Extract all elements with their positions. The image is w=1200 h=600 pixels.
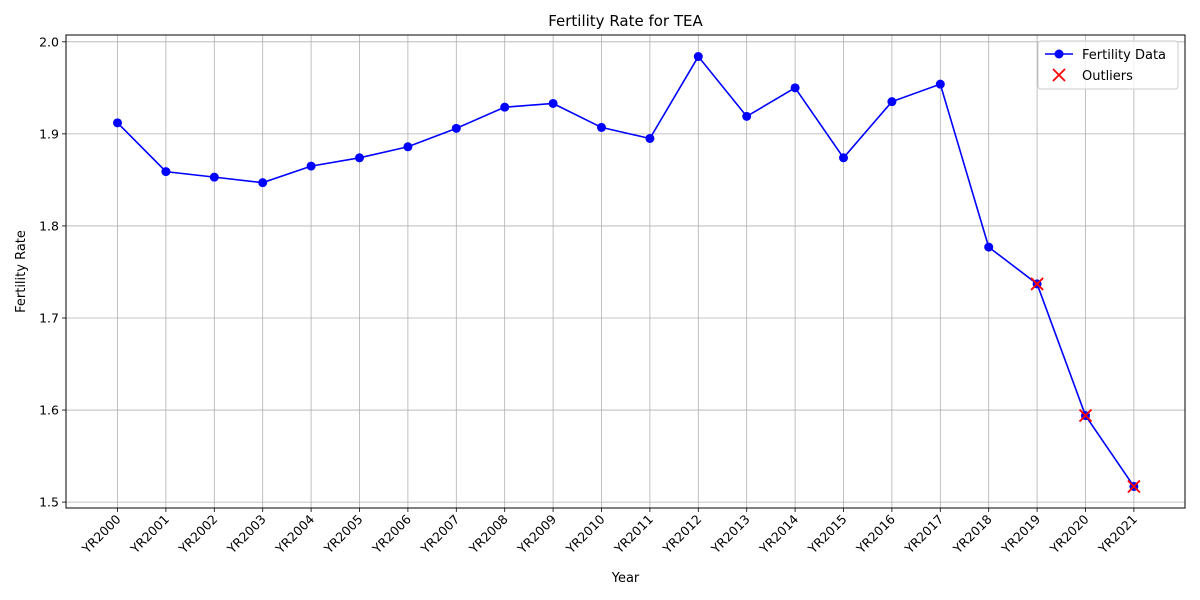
data-point	[790, 83, 800, 93]
data-point	[597, 122, 606, 132]
y-tick-label: 1.7	[39, 310, 59, 325]
x-tick-label: YR2004	[272, 511, 317, 556]
data-point	[258, 178, 268, 188]
legend-label-outliers: Outliers	[1082, 69, 1133, 84]
data-point	[451, 123, 461, 133]
data-point	[839, 153, 848, 163]
x-tick-label: YR2021	[1095, 512, 1140, 557]
data-point	[693, 52, 703, 62]
outlier-marker	[1127, 479, 1141, 494]
y-tick-label: 1.6	[39, 403, 59, 418]
y-tick-label: 1.5	[39, 495, 59, 510]
x-tick-label: YR2000	[78, 511, 123, 556]
legend-label-fertility-data: Fertility Data	[1082, 48, 1166, 63]
chart-title: Fertility Rate for TEA	[548, 12, 703, 30]
x-tick-label: YR2003	[223, 512, 268, 557]
data-point	[887, 97, 897, 107]
x-tick-label: YR2018	[949, 511, 994, 556]
x-tick-label: YR2002	[175, 512, 220, 557]
data-point	[403, 142, 413, 152]
series-line	[116, 55, 1135, 487]
data-point	[161, 167, 171, 177]
series-fertility-data	[113, 52, 1139, 491]
x-tick-label: YR2019	[998, 511, 1043, 556]
x-tick-label: YR2014	[756, 511, 801, 556]
x-tick-label: YR2015	[804, 512, 849, 557]
x-tick-label: YR2008	[465, 511, 510, 556]
y-axis-ticks: 1.5 1.6 1.7 1.8 1.9 2.0	[39, 34, 66, 510]
x-tick-label: YR2020	[1046, 511, 1091, 556]
x-tick-label: YR2005	[320, 512, 365, 557]
outlier-marker	[1078, 408, 1093, 423]
x-tick-label: YR2012	[659, 512, 704, 557]
data-point	[935, 79, 945, 89]
y-axis-label: Fertility Rate	[14, 230, 29, 313]
data-point	[548, 98, 558, 108]
y-tick-label: 2.0	[39, 34, 59, 49]
data-point	[500, 102, 510, 112]
legend-marker-swatch	[1054, 49, 1064, 59]
x-tick-label: YR2007	[417, 512, 462, 557]
x-tick-label: YR2001	[127, 512, 172, 557]
x-tick-label: YR2016	[853, 511, 898, 556]
data-point	[645, 133, 655, 143]
x-tick-label: YR2009	[514, 511, 559, 556]
legend-outlier-swatch	[1052, 68, 1066, 82]
legend-box	[1037, 40, 1179, 90]
x-axis-ticks: YR2000 YR2001 YR2002 YR2003 YR2004 YR2005 YR20…	[78, 508, 1140, 557]
data-point	[355, 153, 364, 163]
y-tick-label: 1.8	[39, 218, 59, 233]
x-tick-label: YR2006	[369, 511, 414, 556]
data-point	[113, 118, 122, 128]
data-point	[984, 242, 994, 252]
data-point	[306, 161, 316, 171]
x-tick-label: YR2017	[901, 512, 946, 557]
x-tick-label: YR2010	[562, 511, 607, 556]
x-tick-label: YR2013	[707, 512, 752, 557]
outlier-marker	[1030, 277, 1044, 291]
y-tick-label: 1.9	[39, 126, 59, 141]
plot-frame	[65, 34, 1186, 509]
x-axis-label: Year	[611, 571, 640, 586]
data-point	[209, 172, 219, 182]
series-outliers	[1030, 277, 1141, 494]
legend: Fertility Data Outliers	[1037, 40, 1179, 90]
data-point	[742, 111, 752, 121]
grid	[66, 35, 1185, 508]
x-tick-label: YR2011	[611, 512, 656, 557]
